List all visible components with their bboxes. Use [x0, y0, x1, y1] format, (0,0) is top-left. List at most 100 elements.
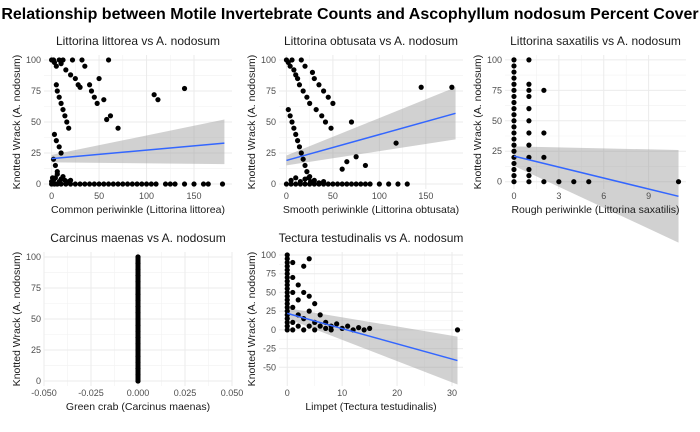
data-point	[348, 119, 355, 125]
data-point	[526, 118, 532, 124]
x-tick-label: 0.025	[174, 388, 197, 398]
data-point	[96, 181, 102, 187]
data-point	[526, 106, 532, 112]
x-tick-label: -0.050	[31, 388, 57, 398]
data-point	[511, 75, 517, 81]
y-tick-label: 75	[31, 283, 41, 293]
data-point	[290, 319, 296, 325]
data-point	[290, 304, 296, 310]
x-axis-label: Rough periwinkle (Littorina saxatilis)	[511, 204, 679, 216]
data-point	[290, 327, 296, 333]
data-point	[511, 57, 517, 63]
data-point	[449, 84, 455, 90]
panel-1: 0 50 100 150 0 25 50 75 100 Littorina littorea vs…	[11, 34, 232, 216]
panel-4: -0.050 -0.025 0.000 0.025 0.050 0 25 50 75 100 Car…	[11, 231, 243, 413]
data-point	[362, 181, 369, 187]
data-point	[110, 181, 116, 187]
data-point	[302, 181, 308, 187]
data-point	[67, 177, 74, 183]
data-point	[284, 319, 290, 325]
data-point	[153, 181, 159, 187]
figure-title: Relationship between Motile Invertebrate…	[1, 6, 699, 23]
data-point	[321, 88, 327, 94]
data-point	[205, 181, 211, 187]
data-point	[284, 274, 290, 281]
data-point	[82, 63, 88, 69]
fit-line	[287, 312, 458, 362]
data-point	[288, 177, 294, 183]
x-tick-label: 50	[94, 191, 104, 201]
data-point	[162, 181, 169, 187]
data-point	[675, 179, 682, 185]
data-point	[77, 84, 83, 90]
data-point	[284, 297, 290, 303]
x-tick-label: 30	[447, 388, 457, 398]
data-point	[307, 100, 313, 106]
data-point	[316, 82, 322, 88]
panel-2: 0 50 100 150 0 25 50 75 100 Littorina obtusata vs…	[246, 34, 463, 216]
y-tick-label: 100	[261, 250, 276, 260]
fit-line	[513, 155, 679, 198]
data-point	[312, 327, 318, 333]
y-tick-label: 0	[36, 179, 41, 189]
data-point	[321, 178, 327, 185]
data-point	[135, 353, 141, 359]
x-tick-label: 6	[601, 191, 606, 201]
data-point	[296, 82, 303, 88]
data-point	[129, 181, 135, 187]
y-tick-label: 50	[266, 117, 276, 127]
data-point	[395, 181, 401, 187]
data-point	[526, 179, 532, 185]
data-point	[91, 94, 97, 100]
data-point	[367, 325, 373, 331]
fit-line	[51, 142, 225, 160]
y-tick-label: 0	[271, 179, 276, 189]
data-point	[135, 372, 141, 378]
data-point	[284, 304, 290, 310]
data-point	[511, 154, 517, 160]
data-point	[288, 181, 294, 187]
y-tick-label: -50	[263, 362, 276, 372]
y-tick-label: 100	[26, 55, 41, 65]
data-point	[284, 323, 290, 329]
data-point	[339, 166, 345, 172]
data-point	[526, 173, 532, 179]
data-point	[323, 325, 329, 331]
data-point	[511, 87, 517, 93]
data-point	[284, 286, 290, 292]
data-point	[101, 181, 107, 187]
data-point	[181, 85, 188, 92]
confidence-band	[513, 146, 679, 243]
y-tick-label: 25	[266, 148, 276, 158]
data-point	[66, 125, 72, 131]
data-point	[306, 308, 312, 314]
x-tick-label: 150	[418, 191, 433, 201]
y-tick-label: 25	[31, 345, 41, 355]
data-point	[285, 106, 291, 113]
data-point	[135, 272, 141, 279]
data-point	[284, 278, 290, 284]
data-point	[511, 166, 517, 173]
y-tick-label: 75	[31, 86, 41, 96]
data-point	[293, 175, 299, 181]
data-point	[319, 113, 325, 119]
data-point	[284, 316, 290, 322]
x-tick-label: 0.000	[127, 388, 150, 398]
data-point	[86, 82, 93, 88]
x-tick-label: 20	[392, 388, 402, 398]
data-point	[297, 178, 303, 185]
data-point	[511, 63, 517, 69]
data-point	[306, 256, 312, 262]
data-point	[284, 256, 290, 262]
data-point	[284, 289, 290, 296]
x-tick-label: 3	[556, 191, 561, 201]
data-point	[284, 301, 290, 307]
data-point	[60, 106, 66, 113]
data-point	[69, 57, 76, 63]
data-point	[367, 181, 373, 187]
data-point	[86, 181, 93, 187]
y-tick-label: 0	[497, 177, 502, 187]
y-tick-label: 75	[492, 85, 502, 95]
data-point	[284, 327, 290, 333]
data-point	[541, 154, 547, 160]
